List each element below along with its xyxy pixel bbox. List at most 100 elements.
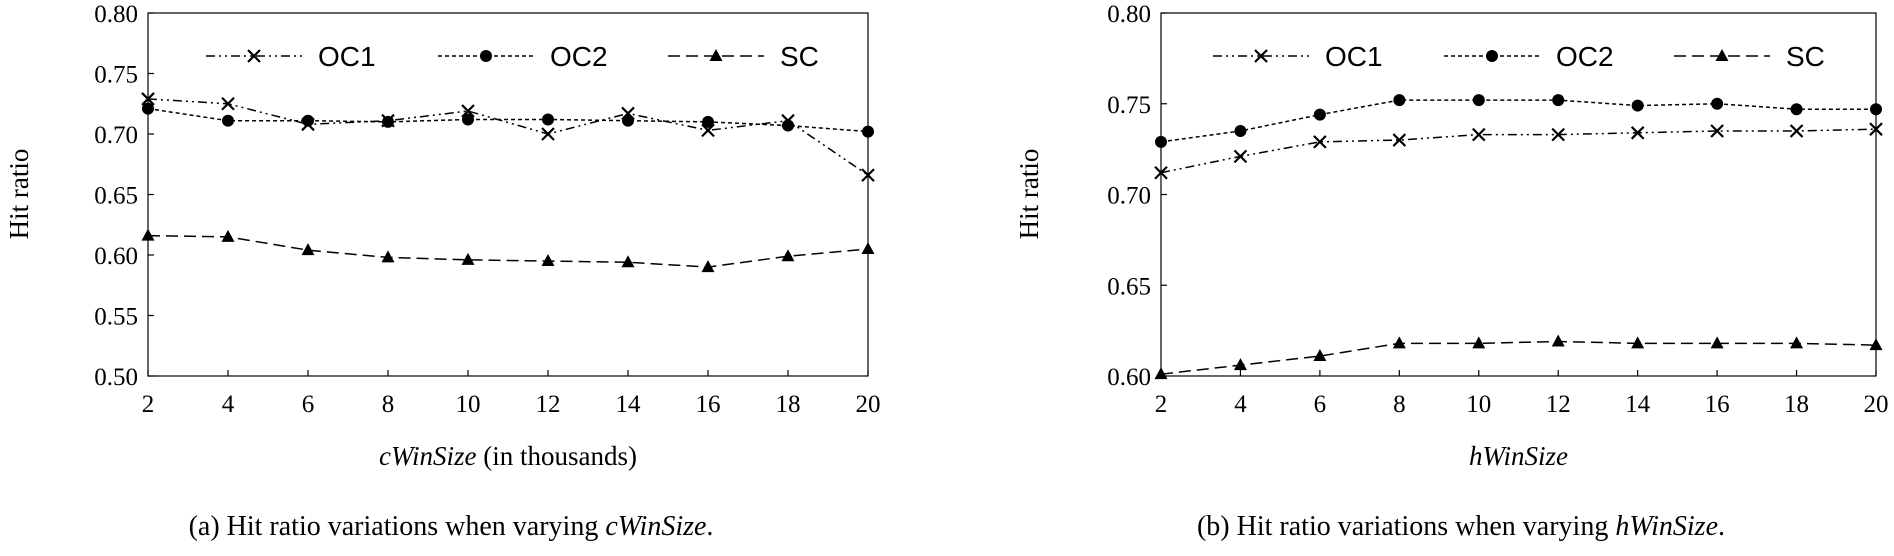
- data-point: [862, 125, 874, 138]
- x-tick-label: 14: [1625, 391, 1651, 418]
- data-point: [1154, 165, 1168, 180]
- figure-caption: (a) Hit ratio variations when varying cW…: [189, 511, 714, 542]
- legend-item-oc1: OC1: [1213, 41, 1383, 72]
- legend-label: SC: [1786, 41, 1825, 72]
- y-tick-label: 0.65: [94, 183, 138, 210]
- data-point: [1552, 94, 1565, 107]
- legend-label: SC: [780, 41, 819, 72]
- series-oc2: [142, 102, 874, 138]
- legend-label: OC1: [318, 41, 376, 72]
- y-axis-label: Hit ratio: [4, 149, 34, 240]
- data-point: [1234, 124, 1247, 137]
- legend-marker: [709, 49, 723, 61]
- data-point: [1472, 127, 1486, 142]
- plot-frame: [1160, 12, 1877, 377]
- y-tick-label: 0.50: [94, 364, 138, 391]
- data-point: [1631, 99, 1644, 112]
- x-tick-label: 6: [1314, 391, 1327, 418]
- x-tick-label: 20: [856, 391, 881, 418]
- data-point: [1631, 336, 1645, 349]
- x-tick-label: 2: [1155, 391, 1168, 418]
- data-point: [1551, 334, 1565, 347]
- y-tick-label: 0.70: [94, 122, 138, 149]
- x-tick-label: 14: [616, 391, 642, 418]
- data-point: [1154, 367, 1168, 380]
- y-tick-label: 0.75: [94, 62, 138, 89]
- x-tick-label: 10: [456, 391, 481, 418]
- series-oc1: [141, 92, 875, 182]
- legend: OC1 OC2 SC: [1213, 41, 1825, 72]
- legend-item-oc1: OC1: [206, 41, 376, 72]
- y-tick-label: 0.65: [1107, 273, 1151, 300]
- caption-var: hWinSize: [1615, 511, 1718, 542]
- legend-marker: [1486, 50, 1498, 62]
- x-tick-label: 12: [536, 391, 561, 418]
- x-axis-label: cWinSize (in thousands): [379, 441, 637, 471]
- legend-label: OC2: [550, 41, 608, 72]
- series-line: [147, 98, 869, 176]
- data-point: [462, 113, 474, 126]
- x-tick-label: 8: [1393, 391, 1406, 418]
- data-point: [221, 229, 235, 242]
- data-point: [222, 114, 234, 127]
- x-axis-label-rest: (in thousands): [477, 441, 637, 471]
- x-tick-label: 10: [1466, 391, 1491, 418]
- y-tick-label: 0.60: [1107, 364, 1151, 391]
- x-tick-label: 4: [222, 391, 235, 418]
- series-oc1: [1154, 122, 1883, 180]
- legend-item-sc: SC: [668, 41, 819, 72]
- data-point: [621, 255, 635, 268]
- y-tick-label: 0.55: [94, 304, 138, 331]
- data-point: [301, 243, 315, 256]
- data-point: [1233, 149, 1248, 164]
- caption-var: cWinSize: [605, 511, 706, 542]
- legend-label: OC1: [1325, 41, 1383, 72]
- data-point: [1155, 135, 1167, 148]
- legend-label: OC2: [1556, 41, 1614, 72]
- series-line: [1160, 99, 1876, 143]
- data-point: [1313, 108, 1326, 121]
- x-tick-label: 16: [1705, 391, 1730, 418]
- data-point: [701, 260, 715, 273]
- data-point: [622, 114, 634, 127]
- x-axis-label-var: hWinSize: [1469, 441, 1568, 471]
- series-sc: [141, 228, 875, 273]
- data-point: [461, 252, 475, 265]
- y-tick-label: 0.80: [94, 1, 138, 28]
- x-tick-label: 16: [696, 391, 721, 418]
- x-axis-label-var: cWinSize: [379, 441, 476, 471]
- data-point: [782, 119, 794, 132]
- data-point: [302, 114, 314, 127]
- data-point: [541, 127, 555, 141]
- data-point: [1393, 94, 1406, 107]
- series-line: [1160, 340, 1877, 375]
- x-tick-label: 18: [1784, 391, 1809, 418]
- x-tick-label: 8: [382, 391, 395, 418]
- x-tick-label: 2: [142, 391, 155, 418]
- data-point: [1313, 349, 1327, 362]
- chart-panel-b: 0.60 0.65 0.70 0.75 0.80 2 4 6 8 10 12 14 16 18 20 Hit …: [1014, 1, 1889, 542]
- data-point: [702, 115, 714, 128]
- data-point: [1551, 127, 1565, 142]
- series-oc2: [1155, 94, 1882, 148]
- data-point: [1710, 124, 1724, 138]
- data-point: [542, 113, 554, 126]
- caption-prefix: (a) Hit ratio variations when varying: [189, 511, 606, 542]
- legend-item-oc2: OC2: [1444, 41, 1614, 72]
- x-tick-label: 18: [776, 391, 801, 418]
- caption-suffix: .: [706, 511, 713, 542]
- plot-frame: [147, 12, 869, 377]
- y-tick-label: 0.70: [1107, 183, 1151, 210]
- data-point: [1630, 126, 1645, 140]
- data-point: [141, 92, 155, 106]
- data-point: [1790, 336, 1804, 349]
- data-point: [381, 250, 395, 263]
- data-point: [861, 168, 875, 182]
- series-sc: [1154, 334, 1883, 380]
- series-line: [147, 107, 869, 133]
- data-point: [1789, 124, 1804, 138]
- series-line: [1160, 128, 1877, 174]
- series-line: [147, 234, 869, 268]
- data-point: [1313, 135, 1327, 149]
